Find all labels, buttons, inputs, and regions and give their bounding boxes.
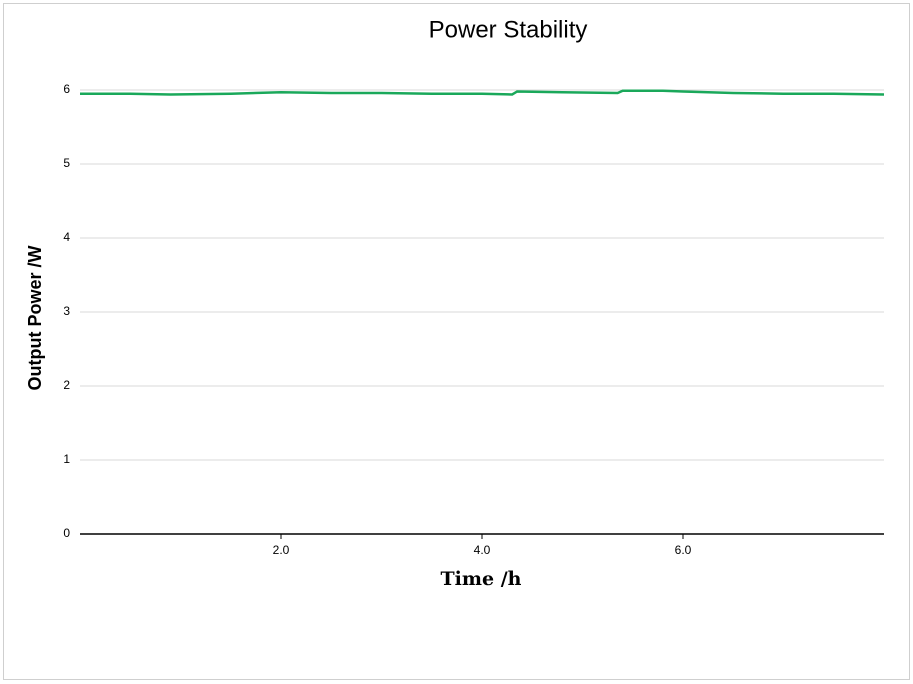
x-tick-label: 6.0 <box>675 543 692 557</box>
y-tick-label: 2 <box>63 378 70 392</box>
y-axis-label: Output Power /W <box>25 245 45 390</box>
x-axis-label: Time /h <box>441 568 522 590</box>
x-tick-label: 2.0 <box>273 543 290 557</box>
y-tick-label: 3 <box>63 304 70 318</box>
y-tick-label: 1 <box>63 452 70 466</box>
y-tick-label: 6 <box>63 82 70 96</box>
data-line <box>80 89 885 96</box>
y-tick-label: 4 <box>63 230 70 244</box>
frame <box>3 3 910 680</box>
chart-title: Power Stability <box>429 16 588 43</box>
y-tick-label: 5 <box>63 156 70 170</box>
x-tick-label: 4.0 <box>474 543 491 557</box>
y-tick-label: 0 <box>63 526 70 540</box>
